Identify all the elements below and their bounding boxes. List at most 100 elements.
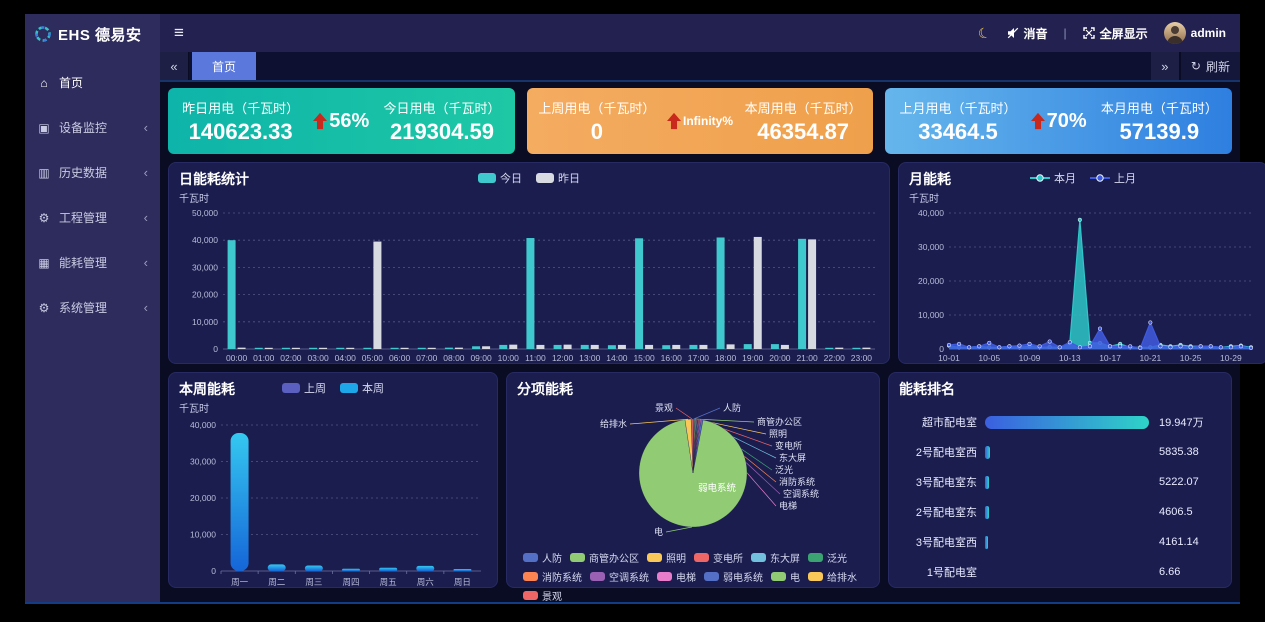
- svg-text:10-13: 10-13: [1059, 353, 1081, 363]
- legend-line-marker: [1030, 174, 1050, 182]
- legend-item-pie[interactable]: 变电所: [694, 550, 743, 565]
- project-management-icon: ⚙: [38, 210, 50, 225]
- kpi-value: 46354.87: [757, 118, 850, 144]
- legend-label: 电梯: [676, 573, 696, 584]
- daily-energy-panel: 日能耗统计 千瓦时 今日 昨日 0 10,000 20,000 30,000 40,000…: [168, 162, 890, 364]
- legend-item-pie[interactable]: 人防: [523, 550, 562, 565]
- legend-swatch: [590, 572, 605, 581]
- ranking-value: 4606.5: [1159, 506, 1193, 518]
- weekly-chart-legend: 上周 本周: [282, 380, 384, 396]
- legend-swatch: [536, 173, 554, 183]
- legend-label: 照明: [666, 554, 686, 565]
- legend-item-monthly[interactable]: 上月: [1090, 170, 1136, 186]
- legend-swatch: [657, 572, 672, 581]
- legend-item-weekly[interactable]: 本周: [340, 380, 384, 396]
- svg-text:周一: 周一: [231, 577, 249, 587]
- svg-text:10-05: 10-05: [978, 353, 1000, 363]
- legend-swatch: [751, 553, 766, 562]
- legend-item-monthly[interactable]: 本月: [1030, 170, 1076, 186]
- panel-title: 本周能耗: [179, 381, 235, 397]
- legend-item-daily[interactable]: 今日: [478, 170, 522, 186]
- svg-text:15:00: 15:00: [633, 353, 655, 363]
- theme-moon-icon[interactable]: ☾: [975, 22, 993, 43]
- sidebar: EHS 德易安 ⌂ 首页 ▣ 设备监控 ‹ ▥ 历史数据 ‹ ⚙ 工程管理 ‹ ▦ 能耗管理 ‹ ⚙ 系统管理…: [25, 14, 160, 602]
- ranking-name: 3号配电室东: [915, 477, 977, 489]
- menu-toggle-icon[interactable]: ≡: [174, 23, 184, 42]
- svg-text:10-21: 10-21: [1139, 353, 1161, 363]
- chevron-left-icon: ‹: [143, 210, 148, 225]
- svg-text:05:00: 05:00: [362, 353, 384, 363]
- ranking-bar: [985, 415, 1149, 429]
- home-icon: ⌂: [40, 75, 48, 90]
- user-menu[interactable]: admin: [1163, 22, 1226, 44]
- refresh-button[interactable]: ↻ 刷新: [1179, 52, 1240, 80]
- tab-home[interactable]: 首页: [192, 52, 257, 80]
- kpi-change-pct: Infinity%: [683, 114, 733, 128]
- legend-item-pie[interactable]: 泛光: [808, 550, 847, 565]
- sidebar-item-history-data[interactable]: ▥ 历史数据 ‹: [25, 150, 160, 195]
- monthly-energy-area-chart: 0 10,000 20,000 30,000 40,000 10-01 10-05 10-09…: [909, 205, 1257, 370]
- kpi-value: 0: [590, 118, 603, 144]
- svg-text:10-17: 10-17: [1099, 353, 1121, 363]
- ranking-value: 5835.38: [1159, 446, 1199, 458]
- mute-button[interactable]: 消音: [1007, 25, 1048, 42]
- kpi-card-week: 上周用电（千瓦时） 0 Infinity% 本周用电（千瓦时） 46354.87: [526, 88, 874, 154]
- legend-item-pie[interactable]: 电: [771, 569, 800, 584]
- svg-text:10,000: 10,000: [918, 310, 944, 320]
- svg-text:07:00: 07:00: [416, 353, 438, 363]
- svg-text:10,000: 10,000: [190, 530, 216, 540]
- ranking-value: 4161.14: [1159, 536, 1199, 548]
- fullscreen-button[interactable]: 全屏显示: [1082, 25, 1148, 42]
- sidebar-menu: ⌂ 首页 ▣ 设备监控 ‹ ▥ 历史数据 ‹ ⚙ 工程管理 ‹ ▦ 能耗管理 ‹ ⚙ 系统管理 ‹: [25, 60, 160, 330]
- legend-label: 空调系统: [609, 573, 649, 584]
- legend-swatch: [808, 572, 823, 581]
- daily-energy-bar-chart: 0 10,000 20,000 30,000 40,000 50,000 00:00 01:0…: [179, 205, 879, 370]
- svg-text:09:00: 09:00: [470, 353, 492, 363]
- svg-text:22:00: 22:00: [824, 353, 846, 363]
- legend-item-pie[interactable]: 空调系统: [590, 569, 649, 584]
- sidebar-item-energy-management[interactable]: ▦ 能耗管理 ‹: [25, 240, 160, 285]
- legend-item-pie[interactable]: 景观: [523, 588, 562, 603]
- ranking-bar: [985, 475, 990, 489]
- ranking-bar: [985, 535, 989, 549]
- svg-text:06:00: 06:00: [389, 353, 411, 363]
- tabs-scroll-left-button[interactable]: «: [160, 52, 189, 80]
- legend-item-daily[interactable]: 昨日: [536, 170, 580, 186]
- svg-text:变电所: 变电所: [775, 440, 802, 451]
- ranking-name: 3号配电室西: [915, 537, 977, 549]
- panel-title: 能耗排名: [899, 381, 955, 397]
- sidebar-item-label: 设备监控: [59, 121, 108, 135]
- svg-text:周五: 周五: [380, 577, 398, 587]
- legend-item-pie[interactable]: 商管办公区: [570, 550, 639, 565]
- legend-item-pie[interactable]: 弱电系统: [704, 569, 763, 584]
- kpi-label: 上月用电（千瓦时）: [899, 100, 1017, 116]
- chevron-left-icon: ‹: [143, 120, 148, 135]
- legend-item-pie[interactable]: 给排水: [808, 569, 857, 584]
- legend-label: 本周: [362, 383, 384, 395]
- legend-label: 变电所: [713, 554, 743, 565]
- legend-item-pie[interactable]: 照明: [647, 550, 686, 565]
- device-monitor-icon: ▣: [38, 120, 50, 135]
- legend-swatch: [523, 572, 538, 581]
- legend-item-pie[interactable]: 消防系统: [523, 569, 582, 584]
- svg-text:14:00: 14:00: [606, 353, 628, 363]
- svg-text:20,000: 20,000: [192, 290, 218, 300]
- ranking-bar: [985, 445, 990, 459]
- sidebar-item-system-management[interactable]: ⚙ 系统管理 ‹: [25, 285, 160, 330]
- sidebar-item-device-monitor[interactable]: ▣ 设备监控 ‹: [25, 105, 160, 150]
- sidebar-item-label: 系统管理: [59, 301, 108, 315]
- legend-label: 给排水: [827, 573, 857, 584]
- legend-item-pie[interactable]: 电梯: [657, 569, 696, 584]
- svg-text:空调系统: 空调系统: [783, 488, 819, 499]
- ranking-name: 2号配电室西: [915, 447, 977, 459]
- tabs-scroll-right-button[interactable]: »: [1150, 52, 1180, 80]
- legend-item-pie[interactable]: 东大屏: [751, 550, 800, 565]
- svg-text:00:00: 00:00: [226, 353, 248, 363]
- svg-text:40,000: 40,000: [918, 208, 944, 218]
- legend-item-weekly[interactable]: 上周: [282, 380, 326, 396]
- sidebar-item-home[interactable]: ⌂ 首页: [25, 60, 160, 105]
- sidebar-item-project-management[interactable]: ⚙ 工程管理 ‹: [25, 195, 160, 240]
- legend-swatch: [523, 553, 538, 562]
- legend-label: 弱电系统: [723, 573, 763, 584]
- svg-text:08:00: 08:00: [443, 353, 465, 363]
